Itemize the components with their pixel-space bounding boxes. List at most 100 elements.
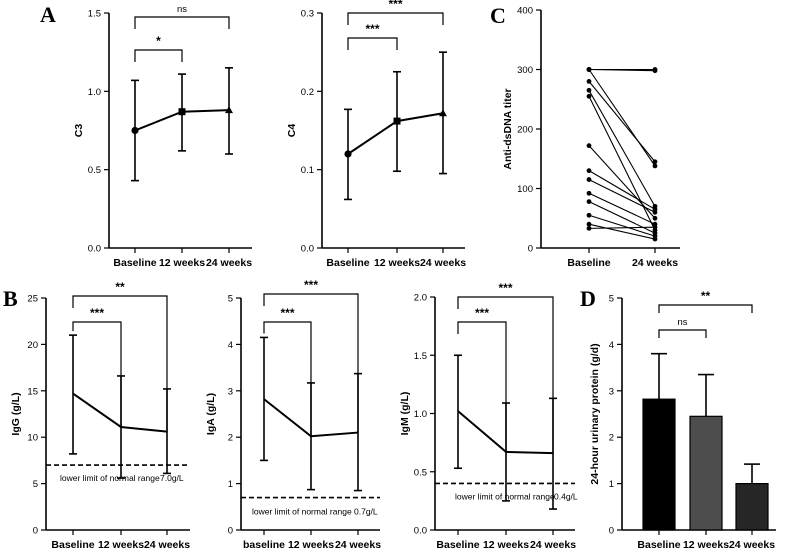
chart-1-significance-label: ns (177, 4, 187, 15)
chart-3-point (652, 209, 658, 215)
chart-5-significance-bracket (263, 321, 312, 437)
chart-5-ylabel: IgA (g/L) (205, 393, 217, 435)
chart-6-ylabel: IgM (g/L) (399, 392, 411, 436)
chart-4-ytick-label: 25 (27, 294, 38, 305)
chart-2-significance-bracket (347, 12, 444, 25)
chart-3-series-line (588, 214, 656, 237)
chart-7-xtick-label: 24 weeks (729, 539, 775, 551)
chart-6-reference-label: lower limit of normal range (455, 491, 555, 501)
chart-3-point (586, 67, 592, 72)
chart-5-ytick-label: 2 (228, 433, 233, 444)
chart-5-xtick-label: 24 weeks (335, 539, 381, 551)
chart-3-series-line (588, 179, 656, 213)
chart-7-ytick-label: 1 (609, 479, 614, 490)
chart-5-reference-label: lower limit of normal range (252, 507, 352, 517)
chart-3-point (652, 163, 658, 169)
chart-2-ylabel: C4 (286, 124, 298, 138)
chart-1-significance-label: * (156, 34, 161, 48)
chart-3-point (586, 93, 592, 99)
chart-3-ytick-label: 300 (517, 65, 533, 76)
chart-3-point (586, 225, 592, 231)
chart-6-ytick-label: 1.5 (414, 351, 427, 362)
chart-4-significance-bracket (72, 295, 168, 432)
chart-6-ytick-label: 0.5 (414, 467, 427, 478)
chart-5-xtick-label: 12 weeks (288, 539, 334, 551)
chart-3-point (586, 221, 592, 227)
chart-4-ytick-label: 0 (33, 526, 38, 537)
chart-2-xtick-label: 24 weeks (420, 257, 466, 269)
chart-3-series-line (588, 226, 656, 229)
chart-2-significance-bracket (347, 37, 398, 50)
chart-3-point (652, 224, 658, 230)
chart-4-reference-value: 7.0g/L (160, 473, 184, 483)
chart-7-xtick-label: Baseline (637, 539, 680, 551)
chart-7-xtick-label: 12 weeks (683, 539, 729, 551)
chart-6-xtick-label: 12 weeks (483, 539, 529, 551)
chart-5-ytick-label: 1 (228, 479, 233, 490)
chart-3-ytick-label: 100 (517, 184, 533, 195)
chart-2-xtick-label: Baseline (326, 257, 369, 269)
panel-letter-b: B (3, 286, 18, 311)
chart-1-xtick-label: Baseline (113, 257, 156, 269)
chart-5-significance-label: *** (304, 278, 318, 292)
chart-6-ytick-label: 0.0 (414, 526, 427, 537)
chart-3-point (652, 159, 658, 165)
chart-5-xtick-label: baseline (243, 539, 285, 551)
chart-2-significance-label: *** (388, 0, 402, 11)
chart-7-bar (735, 483, 769, 531)
chart-2-xtick-label: 12 weeks (374, 257, 420, 269)
chart-3-series-line (588, 223, 656, 240)
panel-letter-c: C (490, 3, 506, 28)
chart-7-bar (689, 415, 723, 531)
chart-2-ytick-label: 0.0 (301, 244, 314, 255)
chart-7-significance-bracket (658, 304, 753, 313)
chart-5-ytick-label: 5 (228, 294, 233, 305)
chart-2-ytick-label: 0.2 (301, 87, 314, 98)
chart-4-significance-label: ** (115, 280, 125, 294)
chart-5-ytick-label: 0 (228, 526, 233, 537)
chart-4-ylabel: IgG (g/L) (10, 392, 22, 435)
chart-3-series-line (588, 81, 656, 163)
chart-1-significance-bracket (134, 49, 183, 62)
panel-letter-d: D (580, 286, 596, 311)
chart-7-significance-bracket (658, 329, 707, 338)
chart-5-reference-value: 0.7g/L (354, 507, 378, 517)
chart-6-significance-bracket (457, 296, 554, 454)
chart-1-ytick-label: 1.0 (88, 87, 101, 98)
chart-3-xtick-label: Baseline (567, 257, 610, 269)
chart-5-significance-bracket (263, 293, 359, 433)
chart-3-ytick-label: 0 (528, 244, 533, 255)
chart-3-ytick-label: 400 (517, 6, 533, 17)
chart-4-xtick-label: 24 weeks (144, 539, 190, 551)
chart-7-ytick-label: 3 (609, 386, 614, 397)
chart-1-point (178, 108, 186, 116)
chart-7-ylabel: 24-hour urinary protein (g/d) (589, 343, 601, 484)
chart-5-ytick-label: 3 (228, 386, 233, 397)
chart-3-series-line (588, 96, 656, 231)
chart-3-point (586, 143, 592, 149)
chart-4-xtick-label: 12 weeks (98, 539, 144, 551)
chart-4-ytick-label: 20 (27, 340, 38, 351)
chart-5-ytick-label: 4 (228, 340, 233, 351)
chart-1-ylabel: C3 (73, 124, 85, 138)
chart-1-ytick-label: 0.5 (88, 165, 101, 176)
chart-4-ytick-label: 15 (27, 386, 38, 397)
chart-2-ytick-label: 0.1 (301, 165, 314, 176)
chart-6-ytick-label: 2.0 (414, 293, 427, 304)
chart-3-point (652, 68, 658, 74)
chart-3-series-line (588, 69, 656, 167)
chart-3-xtick-label: 24 weeks (632, 257, 678, 269)
chart-6-xtick-label: 24 weeks (530, 539, 576, 551)
chart-3-point (586, 212, 592, 218)
chart-1-ytick-label: 0.0 (88, 244, 101, 255)
chart-3-ytick-label: 200 (517, 125, 533, 136)
chart-2-point (344, 150, 352, 158)
chart-3-point (586, 168, 592, 174)
chart-3-point (586, 87, 592, 93)
chart-1-point (131, 126, 139, 135)
chart-6-reference-value: 0.4g/L (554, 491, 578, 501)
chart-2-point (393, 117, 401, 125)
chart-4-reference-label: lower limit of normal range (60, 473, 160, 483)
chart-6-xtick-label: Baseline (436, 539, 479, 551)
